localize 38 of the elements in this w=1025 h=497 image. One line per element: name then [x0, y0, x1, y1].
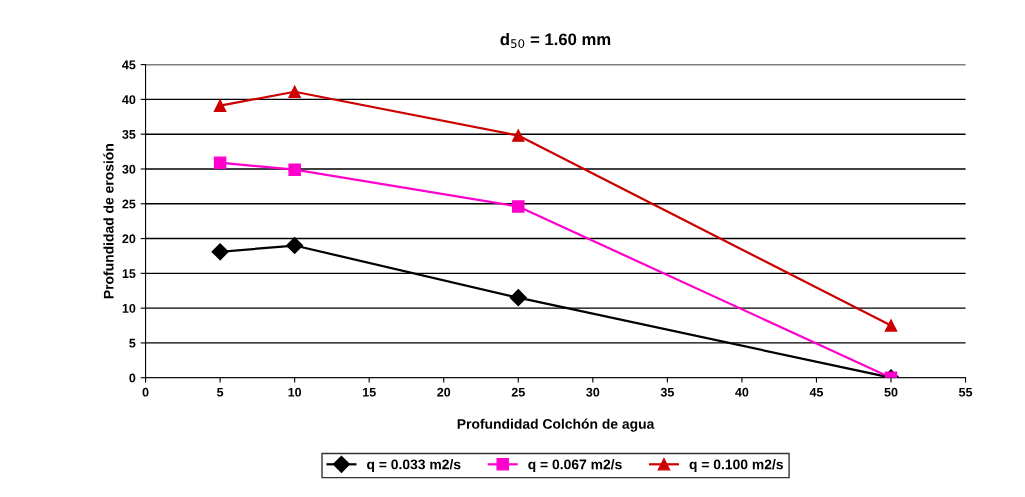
legend-label: q = 0.100 m2/s	[689, 459, 783, 473]
point	[512, 200, 525, 213]
point	[211, 243, 229, 261]
point	[512, 129, 525, 142]
x-tick-label: 10	[288, 387, 302, 397]
point	[286, 236, 304, 255]
point	[213, 99, 227, 112]
legend-label: q = 0.067 m2/s	[528, 459, 622, 473]
y-tick-label: 20	[122, 234, 136, 244]
x-tick-label: 15	[363, 387, 376, 397]
x-tick-label: 5	[217, 387, 224, 397]
y-tick-label: 45	[122, 60, 136, 70]
y-tick-label: 5	[129, 338, 136, 348]
legend-label: q = 0.033 m2/s	[367, 459, 461, 473]
chart-title: d$_{50}$ = 1.60 mm	[500, 33, 611, 48]
y-tick-label: 35	[122, 129, 136, 139]
y-tick-label: 0	[129, 373, 136, 383]
point	[288, 163, 301, 176]
x-tick-label: 25	[511, 387, 525, 397]
x-tick-label: 55	[958, 387, 973, 397]
x-tick-label: 30	[586, 387, 600, 397]
point	[288, 85, 301, 98]
point	[213, 156, 227, 169]
x-tick-label: 20	[437, 387, 451, 397]
y-tick-label: 15	[122, 269, 136, 278]
x-tick-label: 40	[735, 387, 749, 397]
x-tick-label: 0	[142, 387, 149, 397]
x-tick-label: 45	[809, 387, 824, 397]
point	[884, 319, 898, 332]
x-axis-title: Profundidad Colchón de agua	[457, 418, 655, 432]
y-tick-label: 25	[122, 199, 136, 209]
y-tick-label: 30	[122, 164, 136, 174]
point	[509, 289, 527, 307]
x-tick-label: 50	[884, 387, 898, 397]
y-axis-title: Profundidad de erosión	[103, 144, 114, 299]
y-tick-label: 10	[122, 303, 136, 313]
x-tick-label: 35	[660, 387, 674, 397]
y-tick-label: 40	[122, 95, 136, 105]
